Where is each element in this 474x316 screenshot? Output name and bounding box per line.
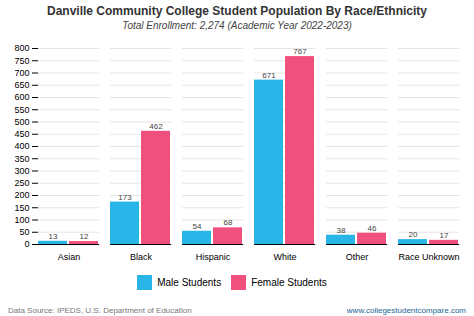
svg-text:68: 68 xyxy=(224,218,233,227)
svg-text:Other: Other xyxy=(346,252,369,262)
svg-text:50: 50 xyxy=(19,227,29,237)
svg-text:700: 700 xyxy=(14,68,29,78)
svg-text:54: 54 xyxy=(193,222,202,231)
svg-text:650: 650 xyxy=(14,80,29,90)
svg-text:200: 200 xyxy=(14,190,29,200)
svg-text:0: 0 xyxy=(24,239,29,249)
svg-text:600: 600 xyxy=(14,92,29,102)
svg-text:20: 20 xyxy=(409,230,418,239)
svg-text:400: 400 xyxy=(14,141,29,151)
svg-text:671: 671 xyxy=(262,71,276,80)
svg-text:150: 150 xyxy=(14,203,29,213)
html-text:Male Students: Male Students xyxy=(157,277,222,288)
svg-text:350: 350 xyxy=(14,154,29,164)
svg-text:White: White xyxy=(273,252,296,262)
svg-text:100: 100 xyxy=(14,215,29,225)
svg-text:Black: Black xyxy=(130,252,153,262)
svg-text:173: 173 xyxy=(118,193,132,202)
svg-text:Asian: Asian xyxy=(58,252,81,262)
svg-text:12: 12 xyxy=(80,232,89,241)
svg-text:46: 46 xyxy=(368,224,377,233)
html-text:Danville Community College Stu: Danville Community College Student Popul… xyxy=(47,4,427,18)
svg-text:500: 500 xyxy=(14,117,29,127)
html-text:www.collegestudentcompare.com: www.collegestudentcompare.com xyxy=(346,306,466,315)
html-text:Total Enrollment: 2,274 (Acade: Total Enrollment: 2,274 (Academic Year 2… xyxy=(122,20,352,31)
svg-text:Hispanic: Hispanic xyxy=(196,252,231,262)
svg-text:550: 550 xyxy=(14,105,29,115)
svg-text:750: 750 xyxy=(14,56,29,66)
svg-text:800: 800 xyxy=(14,43,29,53)
svg-text:250: 250 xyxy=(14,178,29,188)
svg-text:462: 462 xyxy=(149,122,163,131)
svg-text:767: 767 xyxy=(293,47,307,56)
html-text:Female Students: Female Students xyxy=(251,277,327,288)
svg-text:300: 300 xyxy=(14,166,29,176)
svg-text:38: 38 xyxy=(337,226,346,235)
svg-text:17: 17 xyxy=(440,231,449,240)
svg-text:Race Unknown: Race Unknown xyxy=(398,252,459,262)
svg-text:450: 450 xyxy=(14,129,29,139)
svg-text:13: 13 xyxy=(49,232,58,241)
html-text:Data Source: IPEDS, U.S. Depar: Data Source: IPEDS, U.S. Department of E… xyxy=(8,306,192,315)
